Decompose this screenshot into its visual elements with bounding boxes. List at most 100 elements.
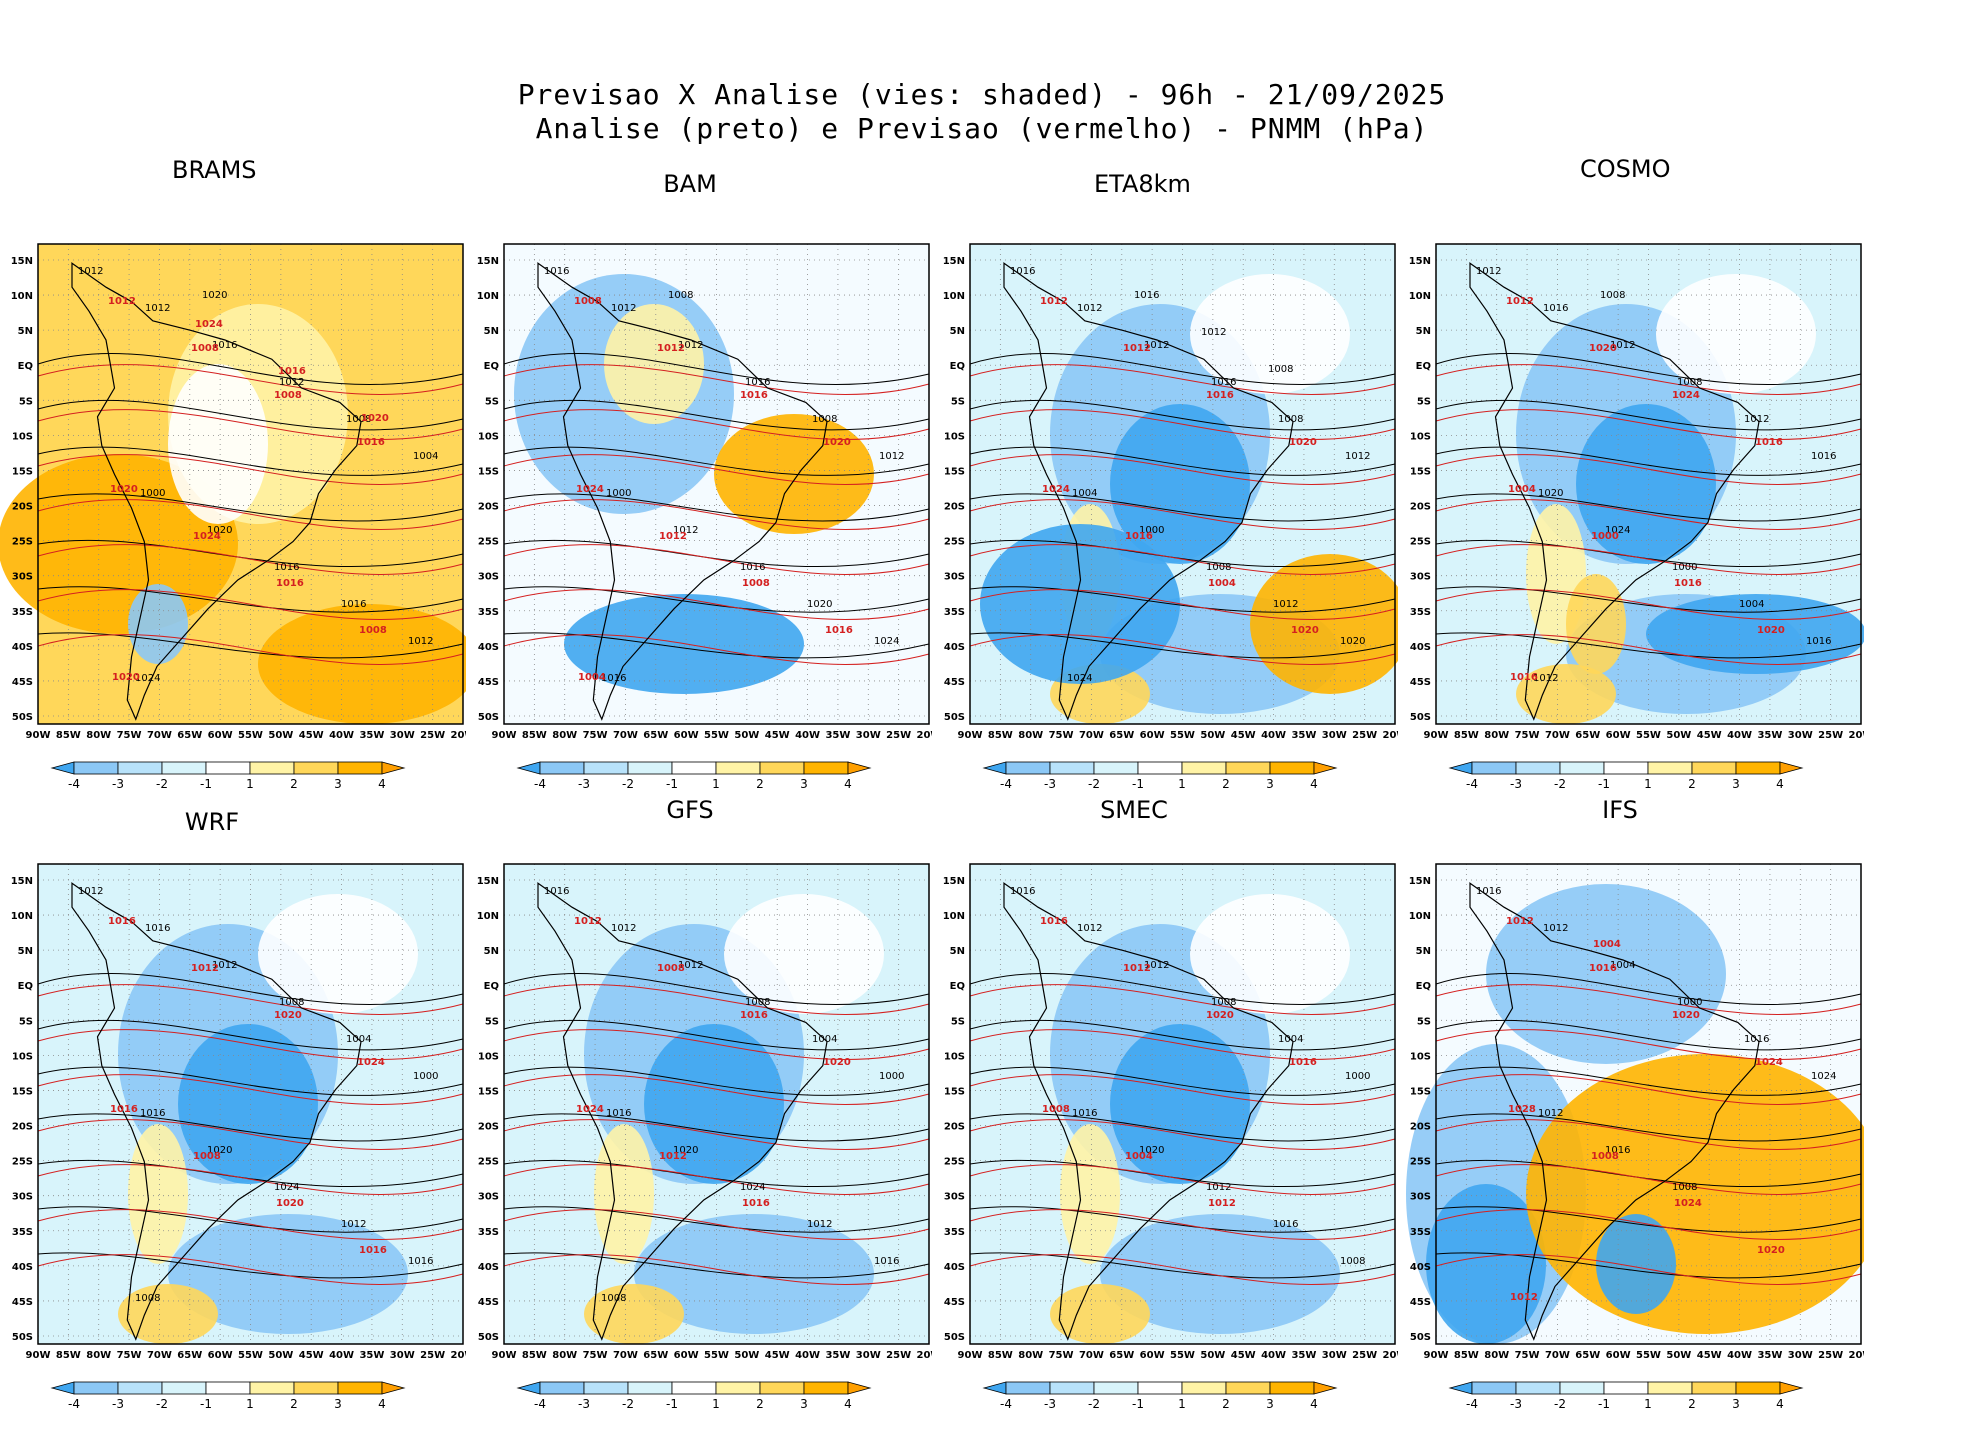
forecast-isobar-label: 1008 [191,343,219,354]
colorbar-tick-label: 4 [1776,1397,1784,1411]
longitude-tick-label: 50W [1200,1350,1225,1361]
colorbar-tick-label: -4 [534,777,546,791]
longitude-tick-label: 85W [56,1350,81,1361]
latitude-tick-label: 10N [1409,291,1431,302]
analysis-isobar-label: 1012 [611,303,636,314]
latitude-tick-label: 5S [19,396,33,407]
colorbar: -4 -3 -2 -1 1 2 3 4 [982,1381,1338,1411]
colorbar-tick-label: -1 [1598,777,1610,791]
longitude-tick-label: 55W [238,730,263,741]
longitude-tick-label: 35W [359,1350,384,1361]
longitude-tick-label: 35W [359,730,384,741]
colorbar-tick-label: 3 [1732,1397,1740,1411]
colorbar: -4 -3 -2 -1 1 2 3 4 [1448,761,1804,791]
longitude-tick-label: 50W [1200,730,1225,741]
colorbar-tick-label: -2 [622,1397,634,1411]
analysis-isobar-label: 1008 [1268,364,1293,375]
longitude-tick-label: 70W [1545,1350,1570,1361]
latitude-tick-label: 15N [11,876,33,887]
latitude-tick-label: 40S [12,1262,33,1273]
latitude-tick-label: 25S [944,1157,965,1168]
latitude-tick-label: 40S [944,1262,965,1273]
analysis-isobar-label: 1016 [1744,1034,1769,1045]
colorbar-tick-label: 4 [844,777,852,791]
longitude-tick-label: 35W [825,1350,850,1361]
analysis-isobar-label: 1016 [606,1108,631,1119]
colorbar-tick-label: -1 [666,1397,678,1411]
colorbar-tick-label: 4 [1310,777,1318,791]
forecast-isobar-label: 1020 [823,1057,851,1068]
latitude-tick-label: 25S [1410,1157,1431,1168]
longitude-tick-label: 25W [1352,730,1377,741]
forecast-isobar-label: 1012 [1123,963,1151,974]
colorbar-tick-label: -4 [534,1397,546,1411]
longitude-tick-label: 30W [856,730,881,741]
longitude-tick-label: 85W [988,730,1013,741]
latitude-tick-label: 10S [478,1051,499,1062]
latitude-tick-label: 30S [944,1192,965,1203]
analysis-isobar-label: 1012 [78,886,103,897]
forecast-isobar-label: 1004 [1508,484,1536,495]
latitude-tick-label: 10S [944,1051,965,1062]
latitude-tick-label: 10N [1409,911,1431,922]
analysis-isobar-label: 1016 [1806,636,1831,647]
longitude-tick-label: 80W [1484,1350,1509,1361]
analysis-isobar-label: 1020 [207,1145,232,1156]
longitude-tick-label: 30W [1788,730,1813,741]
map-plot: 1012101610121008101210161020102410001004… [1409,243,1864,791]
latitude-tick-label: 25S [12,537,33,548]
latitude-tick-label: 50S [12,712,33,723]
forecast-isobar-label: 1008 [574,296,602,307]
longitude-tick-label: 90W [26,1350,51,1361]
colorbar-tick-label: -2 [156,1397,168,1411]
map-plot: 1016101210121016100810121000101210161020… [477,243,932,791]
analysis-isobar-label: 1016 [740,562,765,573]
analysis-isobar-label: 1020 [207,525,232,536]
analysis-isobar-label: 1008 [279,997,304,1008]
analysis-isobar-label: 1012 [1345,451,1370,462]
analysis-isobar-label: 1012 [1201,327,1226,338]
longitude-tick-label: 25W [886,1350,911,1361]
analysis-isobar-label: 1012 [678,340,703,351]
colorbar-tick-label: 4 [1310,1397,1318,1411]
forecast-isobar-label: 1016 [276,578,304,589]
forecast-isobar-label: 1016 [108,916,136,927]
analysis-isobar-label: 1008 [1278,414,1303,425]
latitude-tick-label: 5S [1417,396,1431,407]
latitude-tick-label: 10S [12,431,33,442]
colorbar: -4 -3 -2 -1 1 2 3 4 [50,1381,406,1411]
analysis-isobar-label: 1012 [611,923,636,934]
analysis-isobar-label: 1008 [1600,290,1625,301]
latitude-tick-label: 35S [12,607,33,618]
latitude-tick-label: 50S [478,712,499,723]
longitude-tick-label: 65W [1575,730,1600,741]
analysis-isobar-label: 1012 [678,960,703,971]
longitude-tick-label: 60W [1606,1350,1631,1361]
longitude-tick-label: 60W [208,1350,233,1361]
longitude-tick-label: 60W [1140,730,1165,741]
longitude-tick-label: 25W [420,730,445,741]
longitude-tick-label: 55W [704,730,729,741]
analysis-isobar-label: 1000 [1677,997,1702,1008]
latitude-tick-label: 10N [943,911,965,922]
analysis-isobar-label: 1008 [1340,1256,1365,1267]
analysis-isobar-label: 1016 [341,599,366,610]
analysis-isobar-label: 1024 [1605,525,1630,536]
analysis-isobar-label: 1012 [1533,673,1558,684]
colorbar-tick-label: -4 [1000,1397,1012,1411]
longitude-tick-label: 75W [583,1350,608,1361]
latitude-tick-label: 15S [12,466,33,477]
longitude-tick-label: 35W [1291,730,1316,741]
latitude-tick-label: 35S [478,607,499,618]
colorbar-tick-label: 3 [1266,1397,1274,1411]
latitude-tick-label: 25S [12,1157,33,1168]
forecast-isobar-label: 1016 [1510,672,1538,683]
longitude-tick-label: 55W [1636,730,1661,741]
panel-title: BRAMS [172,156,257,184]
longitude-tick-label: 55W [1170,1350,1195,1361]
analysis-isobar-label: 1012 [1476,266,1501,277]
latitude-tick-label: 10S [478,431,499,442]
forecast-isobar-label: 1000 [1591,531,1619,542]
longitude-tick-label: 25W [1352,1350,1377,1361]
longitude-tick-label: 65W [643,1350,668,1361]
